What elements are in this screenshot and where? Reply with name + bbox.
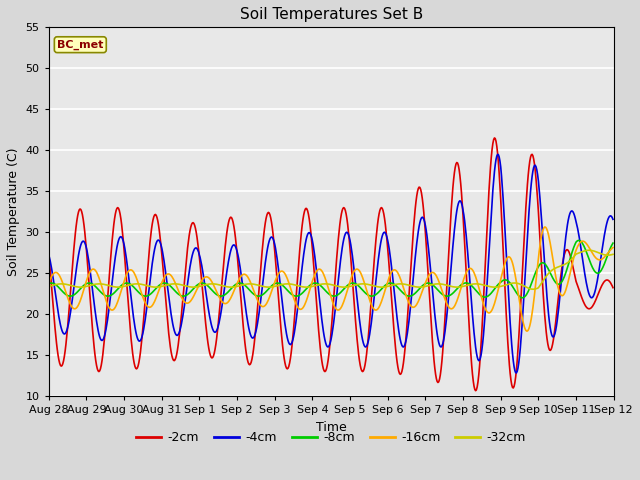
X-axis label: Time: Time — [316, 421, 347, 434]
-2cm — [55, 357, 63, 363]
-16cm — [399, 285, 407, 290]
-8cm — [113, 287, 121, 293]
-4cm — [513, 370, 520, 376]
-16cm — [200, 275, 208, 281]
-16cm — [170, 278, 178, 284]
-8cm — [45, 281, 52, 287]
-2cm — [491, 135, 499, 141]
-16cm — [609, 245, 617, 251]
-16cm — [45, 280, 52, 286]
-2cm — [200, 304, 208, 310]
Legend: -2cm, -4cm, -8cm, -16cm, -32cm: -2cm, -4cm, -8cm, -16cm, -32cm — [131, 426, 531, 449]
-2cm — [472, 388, 479, 394]
-2cm — [45, 250, 52, 255]
-8cm — [399, 290, 407, 296]
-32cm — [55, 281, 63, 287]
-4cm — [45, 252, 52, 257]
-32cm — [416, 284, 424, 290]
-16cm — [113, 301, 121, 307]
Line: -2cm: -2cm — [49, 138, 613, 391]
-32cm — [399, 281, 407, 287]
-2cm — [609, 285, 617, 290]
-8cm — [518, 295, 525, 300]
-4cm — [113, 244, 121, 250]
-32cm — [170, 281, 178, 287]
-16cm — [416, 295, 424, 300]
-4cm — [416, 220, 424, 226]
-4cm — [170, 327, 178, 333]
-32cm — [609, 252, 617, 257]
-2cm — [170, 358, 178, 363]
-2cm — [113, 205, 121, 211]
Line: -8cm: -8cm — [49, 240, 613, 298]
-2cm — [416, 184, 424, 190]
Text: BC_met: BC_met — [57, 39, 104, 50]
-2cm — [399, 360, 407, 366]
-32cm — [113, 284, 121, 290]
-16cm — [55, 272, 63, 277]
Title: Soil Temperatures Set B: Soil Temperatures Set B — [239, 7, 423, 22]
Line: -16cm: -16cm — [49, 227, 613, 331]
-4cm — [55, 314, 63, 320]
-32cm — [45, 284, 52, 289]
Line: -4cm: -4cm — [49, 155, 613, 373]
-4cm — [493, 152, 501, 157]
-8cm — [609, 240, 617, 246]
-16cm — [541, 224, 548, 230]
-32cm — [529, 287, 537, 292]
-4cm — [200, 277, 208, 283]
Line: -32cm: -32cm — [49, 250, 613, 289]
-32cm — [200, 282, 208, 288]
-16cm — [523, 328, 531, 334]
-8cm — [575, 238, 582, 243]
-4cm — [399, 344, 407, 350]
-8cm — [55, 285, 63, 290]
-8cm — [170, 287, 178, 293]
Y-axis label: Soil Temperature (C): Soil Temperature (C) — [7, 147, 20, 276]
-32cm — [585, 247, 593, 253]
-8cm — [416, 286, 424, 291]
-4cm — [609, 216, 617, 222]
-8cm — [200, 280, 208, 286]
